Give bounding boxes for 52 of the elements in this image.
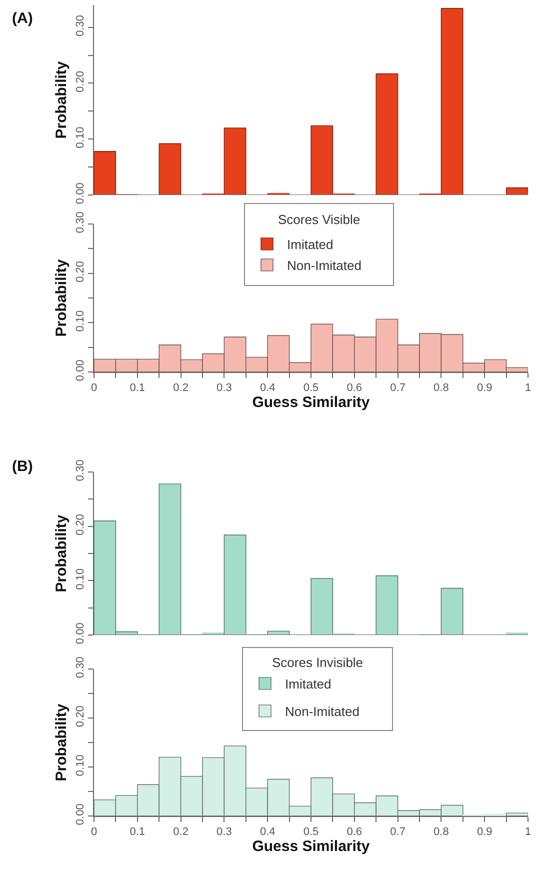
x-tick-label: 0.2	[173, 382, 188, 394]
x-tick-label: 0.7	[390, 826, 406, 838]
legend-label: Non-Imitated	[287, 258, 362, 274]
x-tick-label: 0	[90, 382, 98, 394]
y-tick-label: 0.30	[74, 656, 87, 678]
x-tick-label: 0.4	[260, 382, 276, 394]
y-axis-title: Probability	[52, 60, 70, 139]
y-axis-title: Probability	[52, 258, 70, 337]
y-tick-label: 0.20	[74, 70, 87, 92]
legend-label: Imitated	[287, 237, 334, 252]
x-tick-label: 0.8	[434, 826, 449, 838]
x-tick-label: 0.6	[346, 382, 362, 394]
legend-title: Scores Visible	[278, 212, 360, 227]
x-tick-label: 0	[90, 826, 98, 838]
x-tick-label: 0.5	[303, 382, 319, 394]
x-tick-label: 1	[524, 826, 532, 838]
y-tick-label: 0.20	[74, 514, 87, 536]
y-tick-label: 0.20	[74, 260, 87, 282]
y-axis-title: Probability	[52, 514, 70, 592]
x-tick-label: 0.2	[173, 826, 188, 838]
x-tick-label: 0.1	[130, 826, 146, 838]
text: (A)	[12, 10, 33, 27]
x-axis-title: Guess Similarity	[252, 838, 370, 856]
y-tick-label: 0.30	[74, 14, 87, 36]
x-tick-label: 0.7	[390, 382, 406, 394]
y-tick-label: 0.00	[74, 622, 87, 644]
y-tick-label: 0.10	[74, 310, 87, 332]
x-tick-label: 0.6	[346, 826, 362, 838]
y-tick-label: 0.30	[74, 460, 87, 482]
legend-label: Imitated	[285, 676, 332, 692]
legend-label: Non-Imitated	[285, 704, 360, 720]
text: (B)	[12, 458, 33, 475]
x-tick-label: 0.9	[476, 826, 492, 838]
x-tick-label: 1	[524, 382, 532, 394]
x-tick-label: 0.9	[476, 382, 492, 394]
x-tick-label: 0.3	[216, 826, 232, 838]
x-tick-label: 0.8	[434, 382, 449, 394]
x-tick-label: 0.4	[260, 826, 276, 838]
x-axis-title: Guess Similarity	[252, 394, 370, 412]
y-tick-label: 0.00	[74, 182, 87, 204]
y-tick-label: 0.20	[74, 706, 87, 728]
y-tick-label: 0.10	[74, 754, 87, 776]
legend-title: Scores Invisible	[272, 655, 364, 670]
x-tick-label: 0.5	[303, 826, 319, 838]
y-tick-label: 0.00	[74, 804, 87, 826]
y-tick-label: 0.00	[74, 360, 87, 382]
y-tick-label: 0.30	[74, 212, 87, 234]
y-tick-label: 0.10	[74, 126, 87, 148]
y-axis-title: Probability	[52, 703, 70, 782]
x-tick-label: 0.3	[216, 382, 232, 394]
y-tick-label: 0.10	[74, 568, 87, 590]
x-tick-label: 0.1	[130, 382, 146, 394]
